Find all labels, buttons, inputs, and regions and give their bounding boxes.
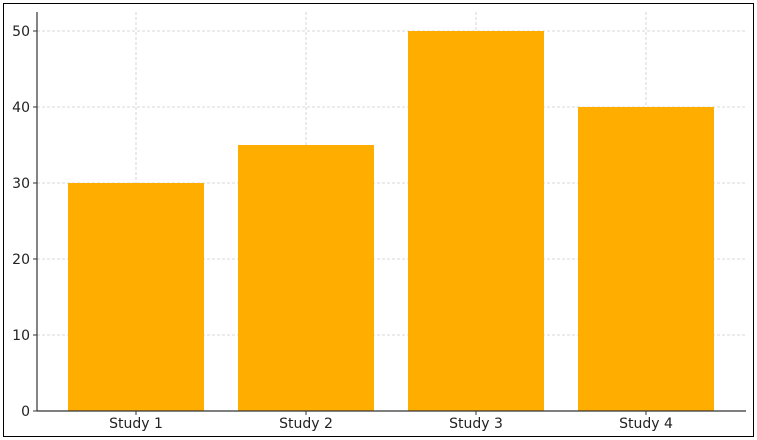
x-tick-label: Study 1 <box>109 416 163 432</box>
bar-study-1 <box>68 183 204 411</box>
y-tick-label: 50 <box>12 24 30 40</box>
x-axis-ticks: Study 1 Study 2 Study 3 Study 4 <box>109 411 673 432</box>
bar-study-3 <box>408 31 544 411</box>
y-tick-label: 30 <box>12 176 30 192</box>
y-tick-label: 20 <box>12 252 30 268</box>
axes <box>36 12 746 412</box>
bars <box>68 31 714 411</box>
y-axis-ticks: 0 10 20 30 40 50 <box>12 24 37 420</box>
bar-study-2 <box>238 145 374 411</box>
x-tick-label: Study 2 <box>279 416 333 432</box>
bar-study-4 <box>578 107 714 411</box>
y-tick-label: 40 <box>12 100 30 116</box>
x-tick-label: Study 3 <box>449 416 503 432</box>
x-tick-label: Study 4 <box>619 416 673 432</box>
y-tick-label: 0 <box>21 404 30 420</box>
y-tick-label: 10 <box>12 328 30 344</box>
